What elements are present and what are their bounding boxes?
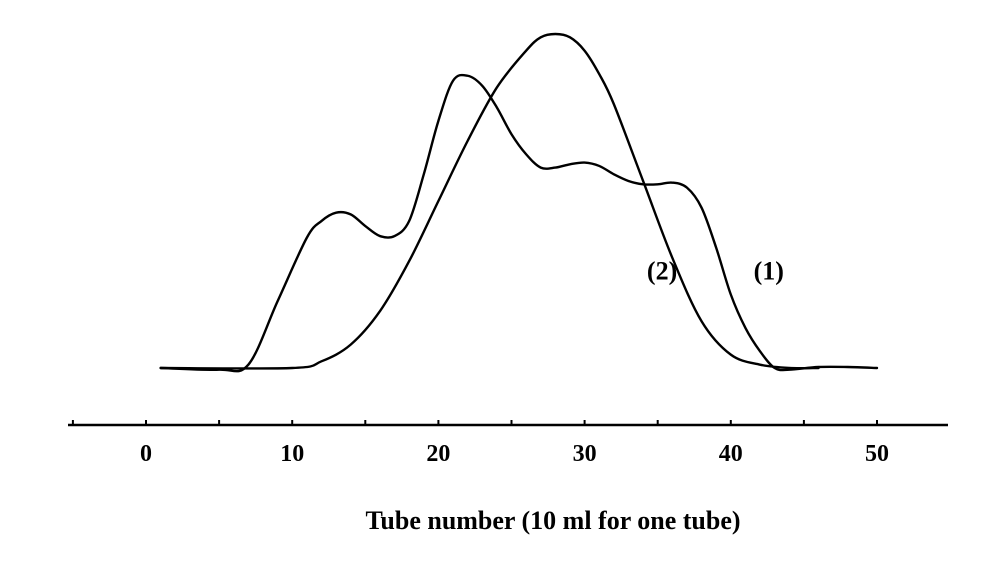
x-tick-label: 10 xyxy=(280,441,304,467)
series-annotations: (2) (1) xyxy=(647,256,784,285)
x-tick-label: 20 xyxy=(426,441,450,467)
x-tick-label: 40 xyxy=(719,441,743,467)
x-axis-title: Tube number (10 ml for one tube) xyxy=(365,506,740,535)
series-line-2 xyxy=(159,32,820,370)
series-line-1 xyxy=(159,73,879,373)
x-axis-ticks xyxy=(71,420,878,425)
x-tick-label: 30 xyxy=(573,441,597,467)
x-tick-label: 50 xyxy=(865,441,889,467)
series-lines xyxy=(159,32,879,373)
series-annotation: (2) xyxy=(647,256,677,285)
x-axis-tick-labels: 0 10 20 30 40 50 xyxy=(140,441,889,467)
x-tick-label: 0 xyxy=(140,441,152,467)
series-annotation: (1) xyxy=(754,256,784,285)
